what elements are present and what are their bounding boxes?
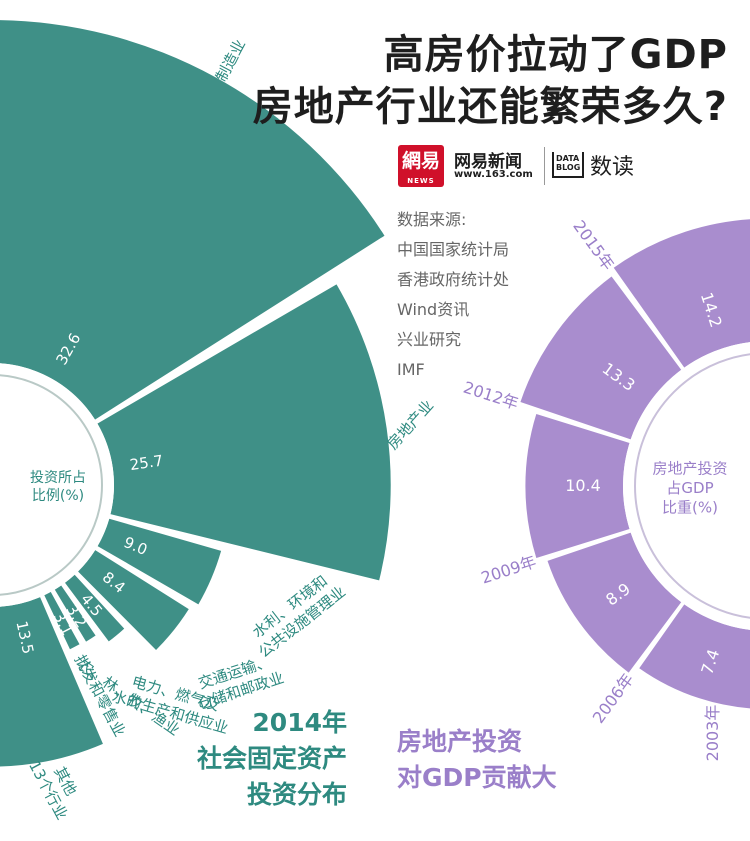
value-label: 25.7 (129, 451, 165, 474)
bar-segment (44, 591, 80, 650)
year-label-line: 2006年 (588, 670, 637, 727)
year-label: 2015年 (570, 216, 619, 273)
datablog-logo: DATA BLOG (552, 152, 584, 178)
caption-line: 房地产投资 (397, 727, 523, 756)
year-label: 2009年 (479, 551, 539, 587)
caption-line: 2014年 (252, 708, 347, 737)
data-sources: 数据来源: 中国国家统计局 香港政府统计处 Wind资讯 兴业研究 IMF (397, 205, 509, 385)
category-label: 房地产业 (383, 396, 437, 453)
brand-name: 网易新闻 (454, 152, 522, 172)
caption-line: 投资分布 (246, 780, 347, 809)
year-label: 2006年 (588, 670, 637, 727)
value-label-line: 10.4 (565, 476, 601, 495)
bar-segment (520, 276, 682, 440)
inner-ring-outline (634, 353, 750, 619)
year-label-line: 2015年 (570, 216, 619, 273)
bar-segment (0, 597, 103, 767)
logo-sub: NEWS (407, 177, 435, 185)
center-label-line: 比重(%) (662, 498, 718, 516)
category-label: 水利、环境和公共设施管理业 (243, 567, 349, 661)
source-item: 香港政府统计处 (397, 270, 510, 289)
bar-segment (547, 532, 682, 673)
bar-segment (64, 574, 125, 642)
bar-segment (525, 414, 630, 558)
source-item: IMF (397, 360, 425, 379)
bar-segment (639, 604, 750, 709)
right-chart-caption: 房地产投资 对GDP贡献大 (397, 724, 557, 796)
year-label: 2003年 (702, 705, 721, 762)
bar-segment (78, 550, 189, 650)
year-label-line: 2003年 (702, 705, 721, 762)
bar-segment (613, 219, 750, 368)
center-label-line: 比例(%) (32, 488, 84, 504)
brand-bar: 網易 NEWS 网易新闻 www.163.com DATA BLOG 数读 (398, 145, 658, 189)
bar-segment (97, 284, 391, 581)
center-label-line: 房地产投资 (652, 459, 727, 477)
brand-divider (544, 147, 545, 185)
value-label-line: 25.7 (129, 451, 165, 474)
caption-line: 对GDP贡献大 (397, 763, 557, 792)
inner-ring (0, 363, 114, 607)
brand-url: www.163.com (454, 169, 533, 180)
page-title-line2: 房地产行业还能繁荣多久? (252, 84, 728, 130)
left-chart-caption: 2014年 社会固定资产 投资分布 (197, 705, 347, 813)
category-label-line: 制造业 (212, 36, 249, 84)
center-label-line: 投资所占 (30, 470, 86, 486)
inner-ring-outline (0, 374, 103, 596)
center-label: 投资所占比例(%) (30, 470, 86, 504)
value-label: 10.4 (565, 476, 601, 495)
caption-line: 社会固定资产 (196, 744, 347, 773)
netease-logo: 網易 NEWS (398, 145, 444, 187)
category-label: 制造业 (212, 36, 249, 84)
inner-ring (623, 342, 750, 630)
sources-title: 数据来源: (397, 210, 467, 229)
category-label-line: 房地产业 (383, 396, 437, 453)
source-item: 中国国家统计局 (397, 240, 510, 259)
bar-segment (97, 518, 222, 605)
source-item: 兴业研究 (397, 330, 462, 349)
bar-segment (0, 20, 385, 420)
column-name: 数读 (590, 155, 635, 180)
source-item: Wind资讯 (397, 300, 470, 319)
year-label-line: 2009年 (479, 551, 539, 587)
center-label-line: 占GDP (666, 479, 713, 497)
page-title-line1: 高房价拉动了GDP (383, 32, 728, 78)
bar-segment (54, 585, 96, 642)
center-label: 房地产投资占GDP 比重(%) (652, 459, 727, 516)
logo-text: 網易 (401, 150, 440, 172)
